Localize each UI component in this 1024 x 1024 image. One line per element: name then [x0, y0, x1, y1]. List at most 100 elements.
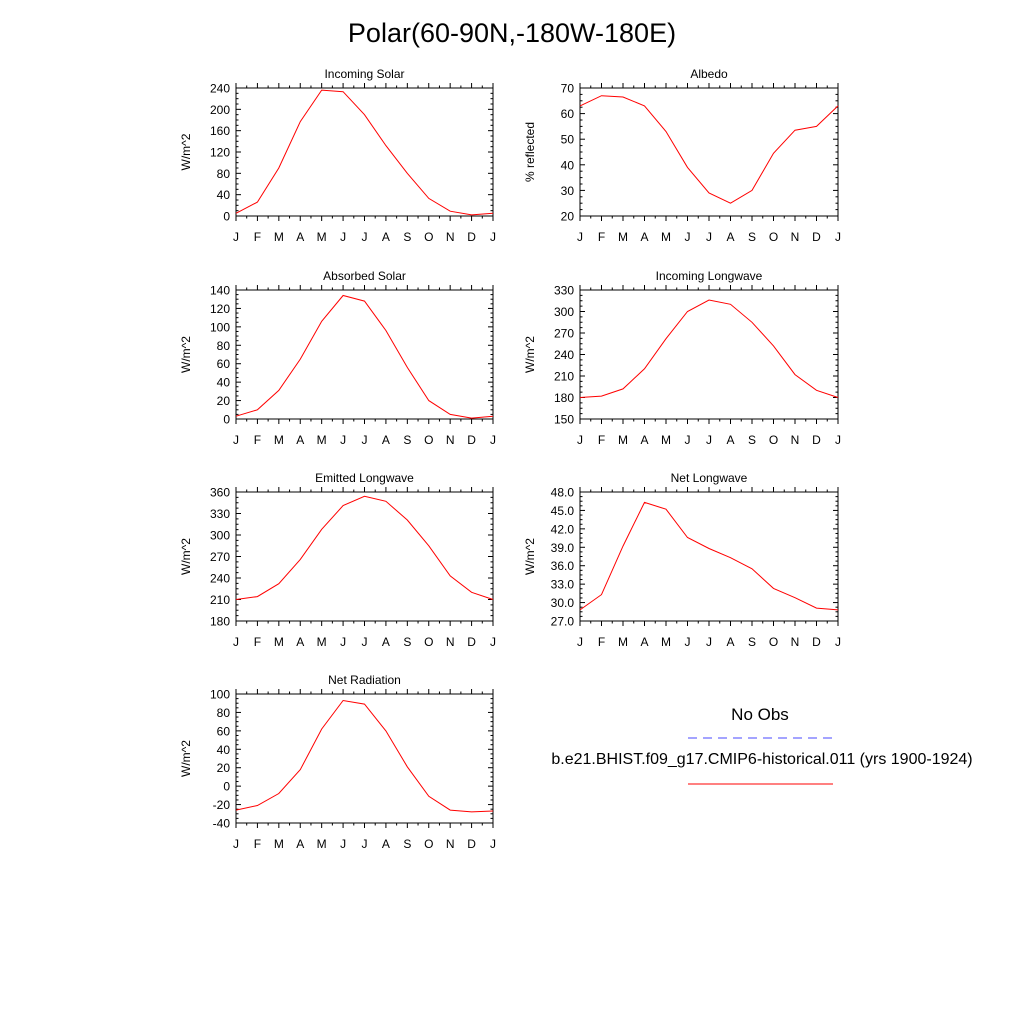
panel-title: Absorbed Solar — [323, 269, 406, 283]
y-tick-label: 40 — [217, 743, 231, 757]
x-tick-label: A — [640, 635, 648, 649]
legend-model-label: b.e21.BHIST.f09_g17.CMIP6-historical.011… — [551, 751, 973, 768]
x-tick-label: A — [726, 433, 734, 447]
x-tick-label: M — [274, 230, 284, 244]
x-tick-label: A — [296, 433, 304, 447]
x-tick-label: M — [661, 230, 671, 244]
y-axis-label: W/m^2 — [179, 133, 193, 170]
y-tick-label: 39.0 — [551, 541, 575, 555]
x-tick-label: J — [490, 635, 496, 649]
panel-title: Net Longwave — [671, 471, 748, 485]
y-axis-label: W/m^2 — [523, 538, 537, 575]
x-tick-label: M — [274, 635, 284, 649]
y-tick-label: 210 — [210, 593, 230, 607]
x-tick-label: M — [618, 635, 628, 649]
y-tick-label: 80 — [217, 339, 231, 353]
x-tick-label: N — [446, 635, 455, 649]
y-tick-label: 0 — [223, 210, 230, 224]
panel-title: Albedo — [690, 67, 728, 81]
legend-obs-label: No Obs — [731, 705, 789, 724]
x-tick-label: J — [340, 635, 346, 649]
x-tick-label: S — [748, 230, 756, 244]
y-tick-label: 33.0 — [551, 578, 575, 592]
y-tick-label: 330 — [210, 507, 230, 521]
x-tick-label: A — [640, 433, 648, 447]
x-tick-label: N — [791, 635, 800, 649]
y-tick-label: 20 — [217, 761, 231, 775]
x-tick-label: J — [340, 230, 346, 244]
x-tick-label: O — [424, 433, 433, 447]
y-tick-label: 30 — [561, 184, 575, 198]
x-tick-label: M — [317, 837, 327, 851]
x-tick-label: J — [340, 837, 346, 851]
series-line — [235, 699, 494, 813]
x-tick-label: M — [618, 433, 628, 447]
y-tick-label: 150 — [554, 413, 574, 427]
y-tick-label: 80 — [217, 167, 231, 181]
y-tick-label: 270 — [554, 327, 574, 341]
series-line — [235, 495, 494, 600]
y-tick-label: 60 — [561, 107, 575, 121]
x-tick-label: J — [362, 433, 368, 447]
x-tick-label: M — [317, 230, 327, 244]
page-title: Polar(60-90N,-180W-180E) — [347, 18, 677, 48]
x-tick-label: M — [274, 433, 284, 447]
y-tick-label: 160 — [210, 124, 230, 138]
y-tick-label: 240 — [210, 82, 230, 96]
x-tick-label: A — [296, 635, 304, 649]
y-tick-label: 48.0 — [551, 486, 575, 500]
y-tick-label: 180 — [210, 615, 230, 629]
x-tick-label: M — [661, 433, 671, 447]
x-tick-label: D — [467, 230, 476, 244]
x-tick-label: F — [254, 837, 261, 851]
x-tick-label: S — [403, 433, 411, 447]
x-tick-label: J — [706, 635, 712, 649]
x-tick-label: N — [446, 433, 455, 447]
x-tick-label: S — [748, 635, 756, 649]
plot-frame — [235, 289, 494, 420]
y-tick-label: 0 — [223, 780, 230, 794]
x-tick-label: J — [362, 635, 368, 649]
x-tick-label: J — [490, 230, 496, 244]
x-tick-label: A — [726, 635, 734, 649]
x-tick-label: A — [382, 837, 390, 851]
x-tick-label: M — [661, 635, 671, 649]
x-tick-label: J — [233, 635, 239, 649]
x-tick-label: J — [577, 433, 583, 447]
y-tick-label: 42.0 — [551, 522, 575, 536]
y-tick-label: 45.0 — [551, 504, 575, 518]
x-tick-label: F — [254, 433, 261, 447]
x-tick-label: F — [598, 230, 605, 244]
y-tick-label: 100 — [210, 688, 230, 702]
plot-frame — [579, 87, 839, 217]
x-tick-label: J — [233, 433, 239, 447]
y-tick-label: 60 — [217, 357, 231, 371]
y-tick-label: 40 — [217, 188, 231, 202]
x-tick-label: J — [490, 433, 496, 447]
plot-frame — [235, 693, 494, 824]
x-tick-label: F — [598, 433, 605, 447]
y-tick-label: 120 — [210, 302, 230, 316]
x-tick-label: D — [812, 230, 821, 244]
panel-title: Incoming Longwave — [656, 269, 763, 283]
y-tick-label: 300 — [554, 305, 574, 319]
x-tick-label: A — [382, 433, 390, 447]
x-tick-label: D — [812, 635, 821, 649]
y-tick-label: 70 — [561, 82, 575, 96]
panel-title: Net Radiation — [328, 673, 401, 687]
panel-title: Incoming Solar — [324, 67, 404, 81]
x-tick-label: S — [403, 635, 411, 649]
x-tick-label: J — [577, 230, 583, 244]
y-axis-label: W/m^2 — [179, 740, 193, 777]
x-tick-label: N — [791, 433, 800, 447]
y-tick-label: 240 — [554, 348, 574, 362]
x-tick-label: O — [424, 635, 433, 649]
y-tick-label: 210 — [554, 370, 574, 384]
y-axis-label: % reflected — [523, 122, 537, 182]
x-tick-label: M — [317, 635, 327, 649]
x-tick-label: N — [791, 230, 800, 244]
x-tick-label: M — [317, 433, 327, 447]
y-tick-label: -20 — [213, 798, 231, 812]
